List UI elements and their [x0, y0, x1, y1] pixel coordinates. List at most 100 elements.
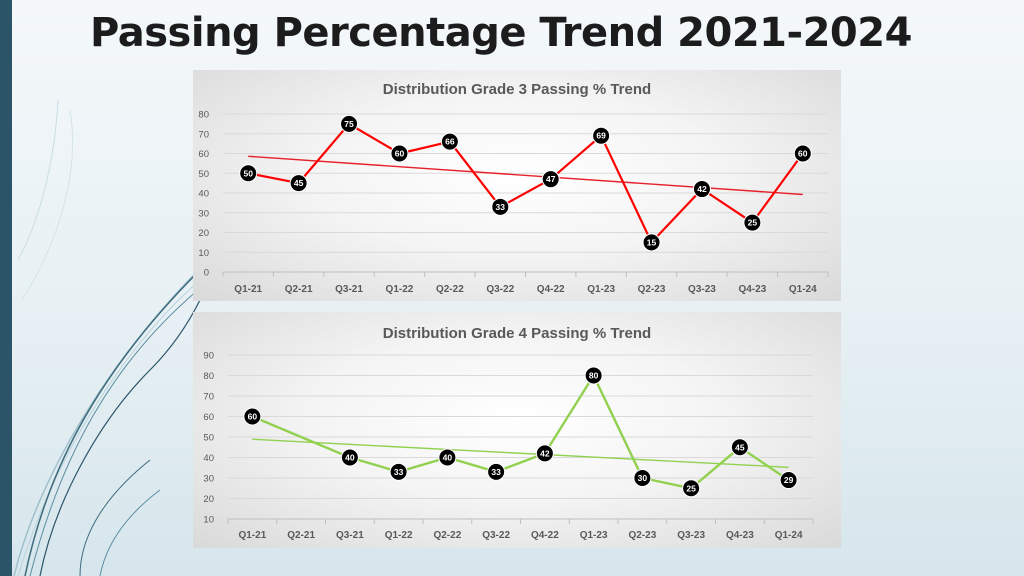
- grade4-data-point: [535, 444, 554, 463]
- grade4-data-point: [730, 438, 749, 457]
- grade4-data-point: [682, 479, 701, 498]
- grade3-data-label: 50: [243, 168, 253, 178]
- grade3-y-tick-label: 0: [204, 268, 209, 279]
- decorative-swooshes: [13, 99, 236, 576]
- grade3-data-label: 47: [546, 174, 556, 184]
- grade4-data-label: 40: [443, 453, 453, 463]
- grade3-data-label: 33: [496, 202, 506, 212]
- grade4-x-tick-label: Q1-24: [775, 530, 803, 541]
- grade4-trendline: [252, 438, 789, 469]
- grade4-y-tick-label: 70: [203, 392, 214, 403]
- grade4-y-tick-label: 40: [203, 453, 214, 464]
- grade4-data-label: 33: [491, 467, 501, 477]
- grade3-x-tick-label: Q1-21: [234, 284, 262, 295]
- grade4-data-label: 30: [638, 473, 648, 483]
- grade4-x-tick-label: Q1-21: [238, 530, 266, 541]
- grade4-data-point: [584, 366, 603, 385]
- grade4-y-tick-label: 30: [203, 474, 214, 485]
- grade3-data-label: 45: [294, 178, 304, 188]
- grade3-x-tick-label: Q1-22: [386, 284, 414, 295]
- grade4-chart-panel: Distribution Grade 4 Passing % Trend 10 20…: [193, 312, 841, 548]
- grade4-x-tick-label: Q3-21: [336, 530, 364, 541]
- grade4-data-label: 25: [686, 483, 696, 493]
- grade4-x-tick-label: Q4-23: [726, 530, 754, 541]
- grade3-data-point: [592, 126, 611, 145]
- grade3-data-point: [340, 114, 359, 133]
- grade3-data-point: [239, 164, 258, 183]
- grade3-y-tick-label: 50: [198, 169, 209, 180]
- grade4-x-tick-label: Q3-22: [482, 530, 510, 541]
- grade3-data-label: 25: [748, 218, 758, 228]
- grade3-chart-panel: Distribution Grade 3 Passing % Trend 0 10 2…: [193, 70, 841, 301]
- grade4-chart-title: Distribution Grade 4 Passing % Trend: [383, 325, 651, 342]
- grade4-data-label: 60: [248, 412, 258, 422]
- grade4-data-label: 42: [540, 448, 550, 458]
- grade3-data-label: 75: [344, 119, 354, 129]
- grade3-data-point: [289, 174, 308, 193]
- grade4-x-tick-label: Q4-22: [531, 530, 559, 541]
- grade4-x-tick-label: Q1-23: [580, 530, 608, 541]
- grade3-y-tick-label: 60: [198, 149, 209, 160]
- grade3-y-tick-label: 70: [198, 129, 209, 140]
- grade3-chart-title: Distribution Grade 3 Passing % Trend: [383, 81, 651, 98]
- grade3-data-point: [692, 180, 711, 199]
- grade4-data-point: [389, 462, 408, 481]
- grade3-x-tick-label: Q2-21: [285, 284, 313, 295]
- left-accent-bar: [0, 0, 12, 576]
- grade4-data-label: 29: [784, 475, 794, 485]
- grade3-x-tick-label: Q3-23: [688, 284, 716, 295]
- grade4-y-tick-label: 80: [203, 371, 214, 382]
- grade3-x-tick-label: Q1-24: [789, 284, 817, 295]
- grade3-data-point: [541, 170, 560, 189]
- grade3-data-label: 60: [798, 149, 808, 159]
- page-title: Passing Percentage Trend 2021-2024: [90, 10, 912, 56]
- grade4-x-tick-label: Q2-21: [287, 530, 315, 541]
- grade3-y-tick-label: 80: [198, 110, 209, 121]
- grade3-data-point: [390, 144, 409, 163]
- grade3-x-tick-label: Q4-23: [738, 284, 766, 295]
- grade3-y-tick-label: 30: [198, 208, 209, 219]
- grade3-x-tick-label: Q2-22: [436, 284, 464, 295]
- grade3-data-label: 66: [445, 137, 455, 147]
- grade3-data-point: [491, 197, 510, 216]
- grade3-trendline: [248, 155, 803, 196]
- grade4-data-label: 33: [394, 467, 404, 477]
- grade4-chart: Distribution Grade 4 Passing % Trend 10 20…: [203, 325, 814, 541]
- grade4-y-tick-label: 10: [203, 515, 214, 526]
- grade4-data-point: [779, 471, 798, 490]
- grade3-data-point: [743, 213, 762, 232]
- grade3-data-label: 15: [647, 237, 657, 247]
- grade4-x-tick-label: Q3-23: [677, 530, 705, 541]
- grade4-data-label: 45: [735, 442, 745, 452]
- grade4-y-tick-label: 60: [203, 412, 214, 423]
- grade4-y-tick-label: 20: [203, 494, 214, 505]
- grade3-x-tick-label: Q3-21: [335, 284, 363, 295]
- grade4-x-tick-label: Q1-22: [385, 530, 413, 541]
- grade4-data-label: 80: [589, 371, 599, 381]
- grade4-y-tick-label: 50: [203, 433, 214, 444]
- grade3-y-tick-label: 40: [198, 189, 209, 200]
- grade4-data-point: [633, 469, 652, 487]
- grade3-x-tick-label: Q2-23: [638, 284, 666, 295]
- grade3-x-tick-label: Q1-23: [587, 284, 615, 295]
- grade4-y-tick-label: 90: [203, 351, 214, 362]
- grade3-data-label: 69: [596, 131, 606, 141]
- grade3-y-tick-label: 20: [198, 228, 209, 239]
- grade4-data-point: [340, 448, 359, 467]
- grade4-data-point: [438, 448, 457, 467]
- grade3-x-tick-label: Q3-22: [486, 284, 514, 295]
- grade4-x-tick-label: Q2-22: [433, 530, 461, 541]
- grade3-y-tick-label: 10: [198, 248, 209, 259]
- grade3-data-point: [793, 144, 812, 163]
- grade4-data-point: [487, 462, 506, 481]
- grade3-series-line: [247, 122, 804, 244]
- grade4-x-tick-label: Q2-23: [628, 530, 656, 541]
- grade4-data-point: [243, 407, 262, 426]
- grade4-data-label: 40: [345, 453, 355, 463]
- grade3-chart: Distribution Grade 3 Passing % Trend 0 10 2…: [198, 81, 829, 295]
- grade3-data-point: [642, 233, 661, 252]
- grade4-series-line: [251, 374, 790, 490]
- grade3-x-tick-label: Q4-22: [537, 284, 565, 295]
- grade3-data-label: 42: [697, 184, 707, 194]
- grade3-data-point: [440, 132, 459, 151]
